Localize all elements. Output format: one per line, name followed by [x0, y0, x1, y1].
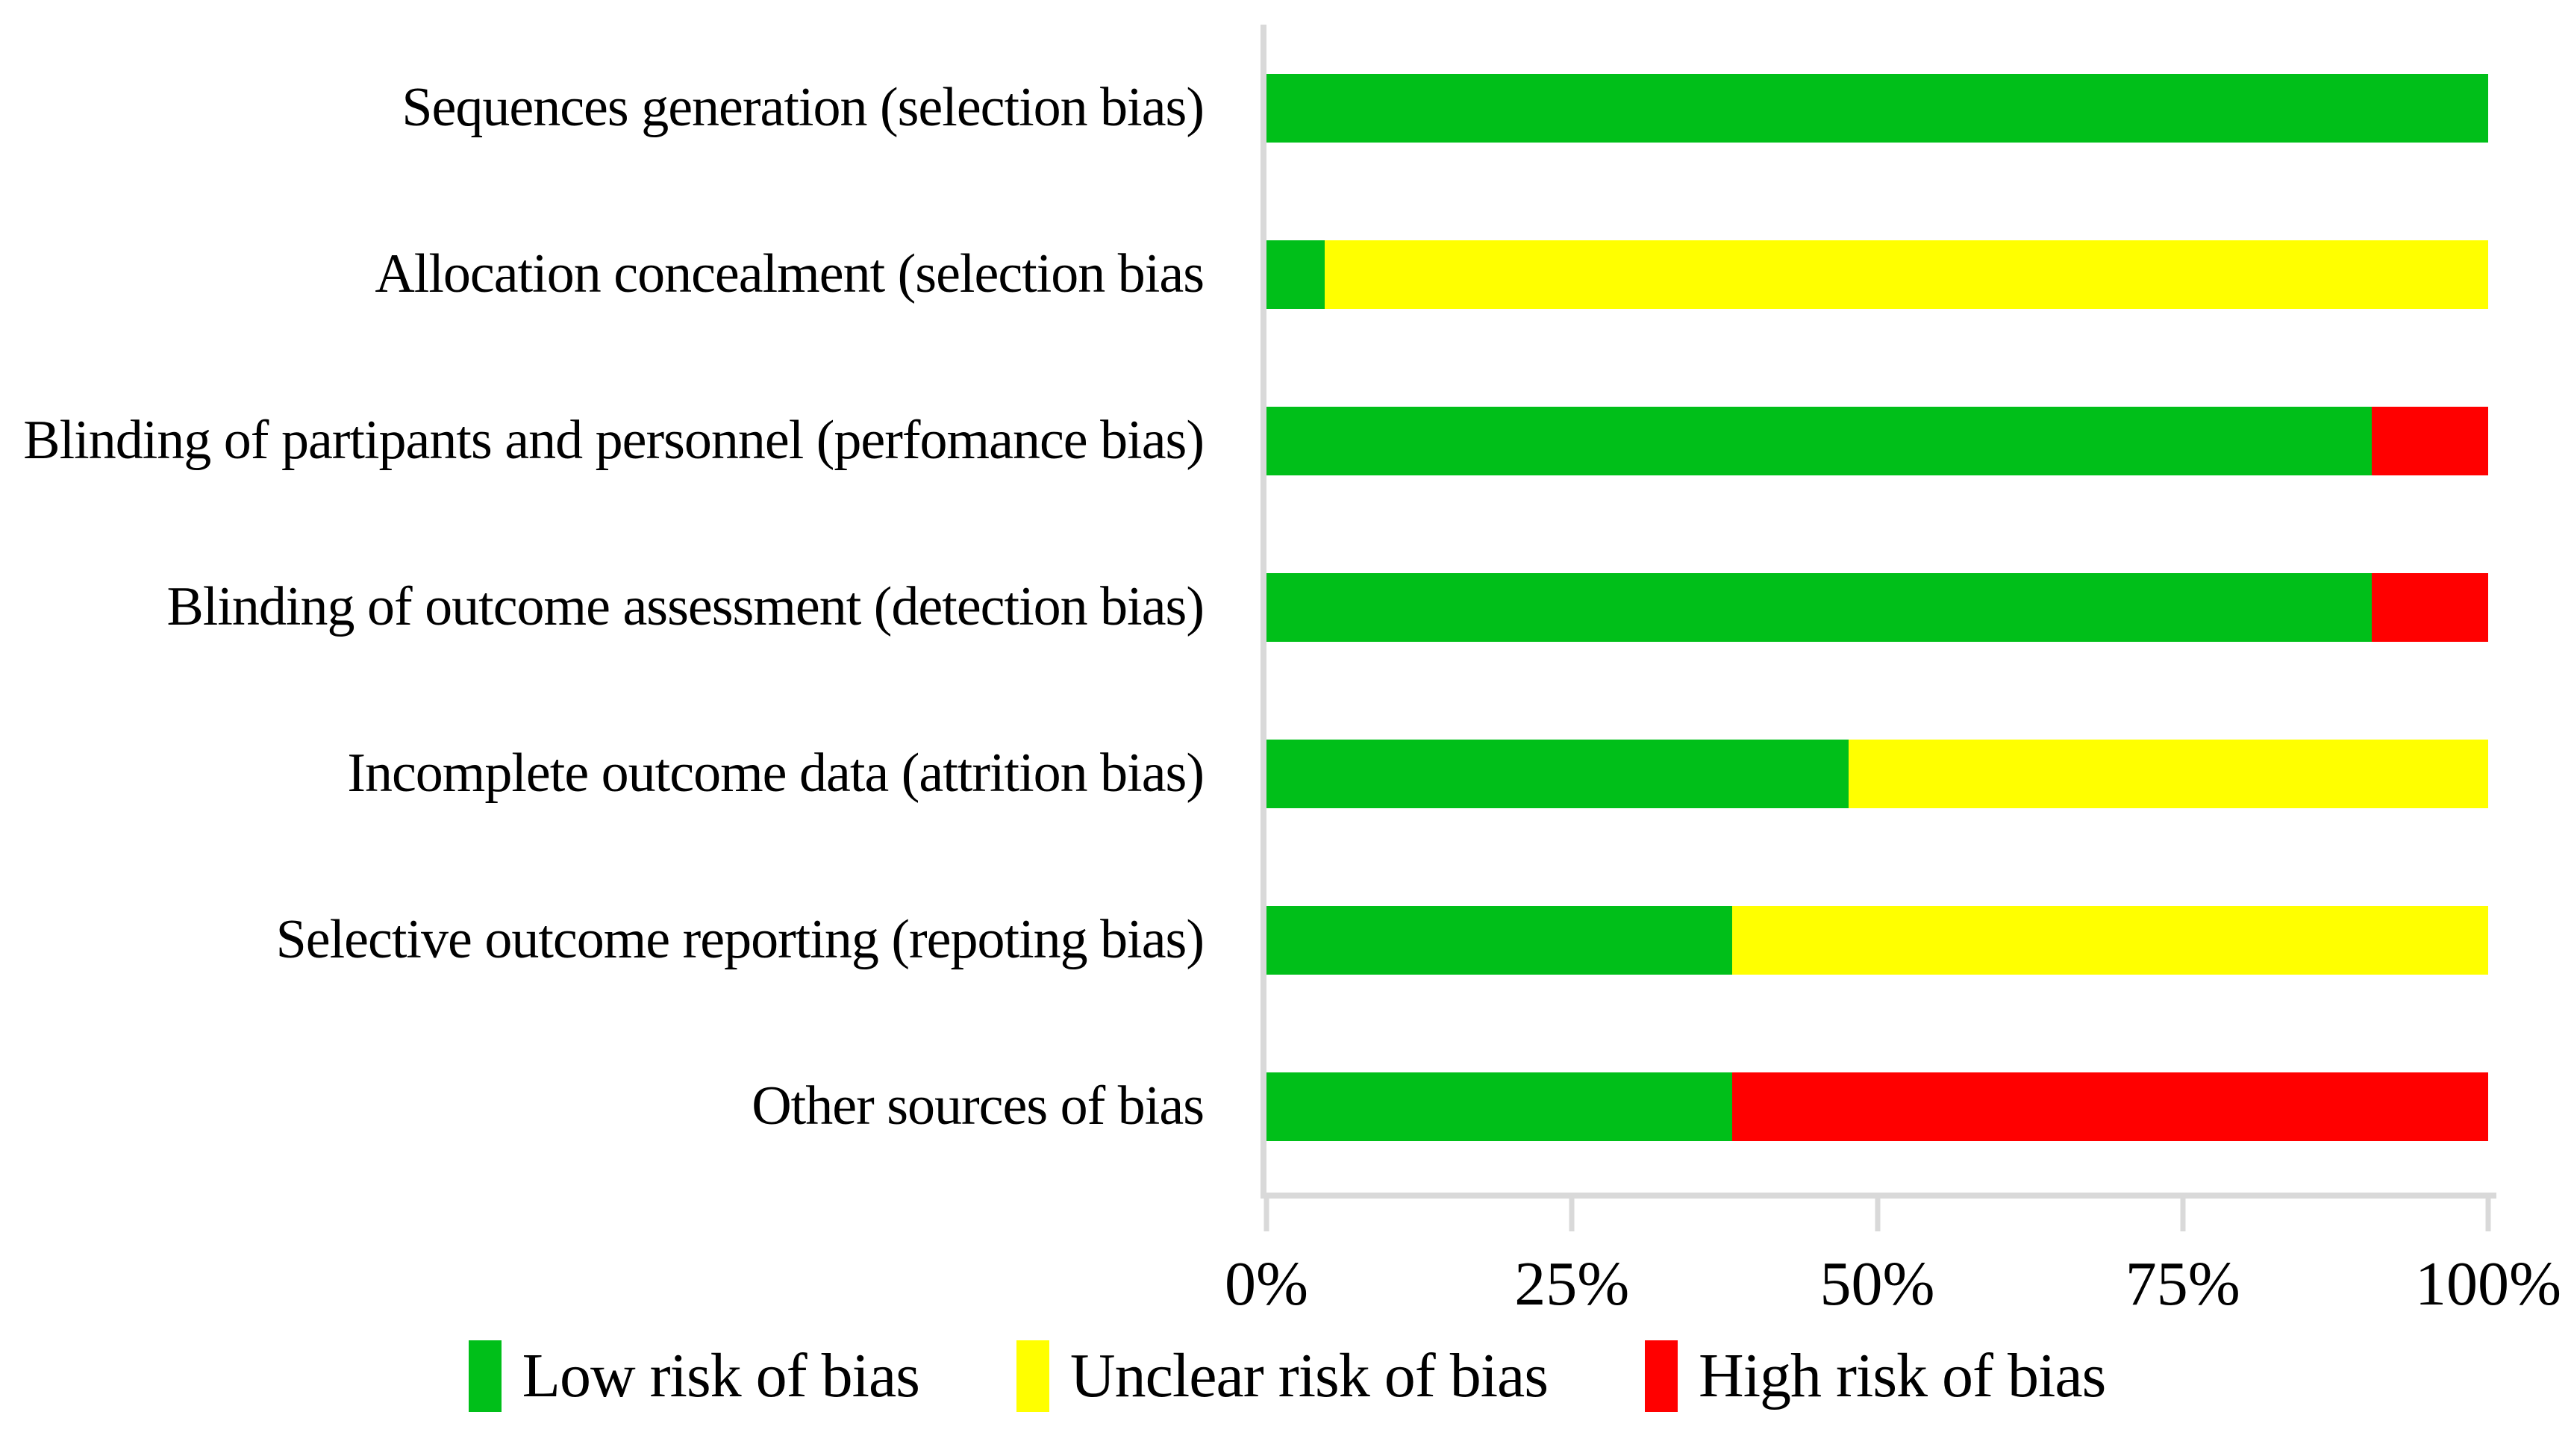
stacked-bar: [1266, 739, 2488, 808]
bar-segment-high: [1731, 1072, 2488, 1141]
chart-row: Other sources of bias: [0, 1023, 2574, 1190]
legend-label: Unclear risk of bias: [1069, 1341, 1549, 1410]
bar-rows: Sequences generation (selection bias) All…: [0, 25, 2574, 1190]
bar-segment-low: [1266, 73, 2488, 143]
chart-row: Selective outcome reporting (repoting bi…: [0, 857, 2574, 1023]
stacked-bar: [1266, 572, 2488, 642]
legend-item-low: Low risk of bias: [468, 1340, 920, 1412]
category-label-cell: Selective outcome reporting (repoting bi…: [0, 900, 1266, 980]
chart-row: Incomplete outcome data (attrition bias): [0, 690, 2574, 857]
bar-segment-low: [1266, 739, 1849, 808]
x-axis-tick: [1263, 1199, 1269, 1231]
bar-segment-low: [1266, 1072, 1732, 1141]
stacked-bar: [1266, 73, 2488, 143]
category-label-cell: Other sources of bias: [0, 1066, 1266, 1146]
x-axis-tick-label: 100%: [2415, 1249, 2561, 1319]
category-label: Allocation concealment (selection bias: [375, 243, 1205, 304]
legend-label: High risk of bias: [1699, 1341, 2106, 1410]
bar-segment-low: [1266, 572, 2372, 642]
legend-item-high: High risk of bias: [1645, 1340, 2106, 1412]
x-axis-tick: [2180, 1199, 2186, 1231]
category-label: Incomplete outcome data (attrition bias): [347, 742, 1205, 804]
category-label-cell: Blinding of partipants and personnel (pe…: [0, 401, 1266, 481]
bar-segment-low: [1266, 240, 1325, 309]
x-axis-tick-label: 75%: [2125, 1249, 2240, 1319]
stacked-bar: [1266, 406, 2488, 475]
x-axis-tick-label: 50%: [1819, 1249, 1935, 1319]
category-label-cell: Sequences generation (selection bias): [0, 68, 1266, 148]
x-axis-tick: [1569, 1199, 1575, 1231]
category-label-cell: Incomplete outcome data (attrition bias): [0, 734, 1266, 813]
bar-segment-unclear: [1848, 739, 2488, 808]
category-label-cell: Allocation concealment (selection bias: [0, 234, 1266, 314]
chart-row: Blinding of outcome assessment (detectio…: [0, 524, 2574, 690]
bar-segment-unclear: [1324, 240, 2488, 309]
x-axis-tick-label: 25%: [1514, 1249, 1630, 1319]
legend-marker-unclear-icon: [1016, 1340, 1049, 1412]
x-axis-tick: [2485, 1199, 2491, 1231]
stacked-bar: [1266, 240, 2488, 309]
category-label: Selective outcome reporting (repoting bi…: [275, 908, 1205, 970]
chart-row: Sequences generation (selection bias): [0, 25, 2574, 191]
x-axis-tick: [1875, 1199, 1880, 1231]
legend-marker-low-icon: [468, 1340, 502, 1412]
category-label-cell: Blinding of outcome assessment (detectio…: [0, 567, 1266, 647]
legend-marker-high-icon: [1645, 1340, 1678, 1412]
category-label: Blinding of partipants and personnel (pe…: [23, 409, 1205, 471]
category-label: Other sources of bias: [752, 1075, 1205, 1137]
category-label: Blinding of outcome assessment (detectio…: [166, 575, 1205, 637]
chart-row: Blinding of partipants and personnel (pe…: [0, 357, 2574, 524]
stacked-bar: [1266, 1072, 2488, 1141]
chart-legend: Low risk of bias Unclear risk of bias High…: [0, 1340, 2574, 1412]
bar-segment-low: [1266, 406, 2372, 475]
x-axis-line: [1261, 1193, 2496, 1199]
legend-item-unclear: Unclear risk of bias: [1016, 1340, 1549, 1412]
y-axis-line: [1261, 25, 1266, 1196]
x-axis-tick-label: 0%: [1225, 1249, 1308, 1319]
chart-row: Allocation concealment (selection bias: [0, 191, 2574, 357]
stacked-bar: [1266, 905, 2488, 975]
bar-segment-low: [1266, 905, 1732, 975]
category-label: Sequences generation (selection bias): [402, 76, 1205, 138]
bar-segment-high: [2372, 406, 2488, 475]
legend-label: Low risk of bias: [522, 1341, 920, 1410]
bar-segment-unclear: [1731, 905, 2488, 975]
bar-segment-high: [2372, 572, 2488, 642]
